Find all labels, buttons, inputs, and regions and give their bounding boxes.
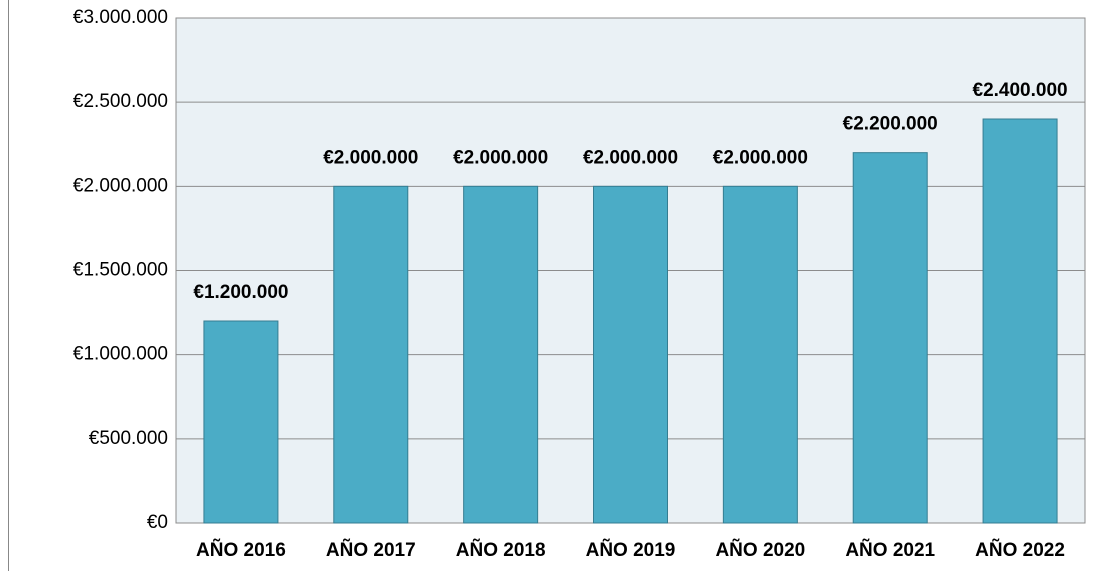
data-label: €2.000.000 [453,147,548,168]
data-label: €2.200.000 [843,114,938,135]
bar [593,185,668,524]
x-tick-label: AÑO 2020 [715,539,805,561]
bar [722,185,798,524]
y-tick-label: €2.500.000 [73,91,168,112]
x-tick-label: AÑO 2017 [326,539,416,561]
data-label: €2.000.000 [583,147,678,168]
y-tick-label: €3.000.000 [73,7,168,28]
x-tick-label: AÑO 2018 [456,539,546,561]
x-tick-label: AÑO 2022 [975,539,1065,561]
data-label: €2.400.000 [973,80,1068,101]
y-tick-label: €1.500.000 [73,260,168,281]
data-label: €2.000.000 [713,147,808,168]
bar [333,185,409,524]
bar [852,152,928,524]
y-tick-label: €500.000 [89,428,168,449]
y-tick-label: €0 [147,512,168,533]
bar [982,118,1058,524]
bar [203,320,279,524]
data-label: €1.200.000 [193,282,288,303]
data-label: €2.000.000 [323,147,418,168]
y-tick-label: €2.000.000 [73,175,168,196]
y-tick-label: €1.000.000 [73,344,168,365]
x-tick-label: AÑO 2016 [196,539,286,561]
bar [463,185,539,524]
x-tick-label: AÑO 2019 [586,539,676,561]
x-tick-label: AÑO 2021 [845,539,935,561]
